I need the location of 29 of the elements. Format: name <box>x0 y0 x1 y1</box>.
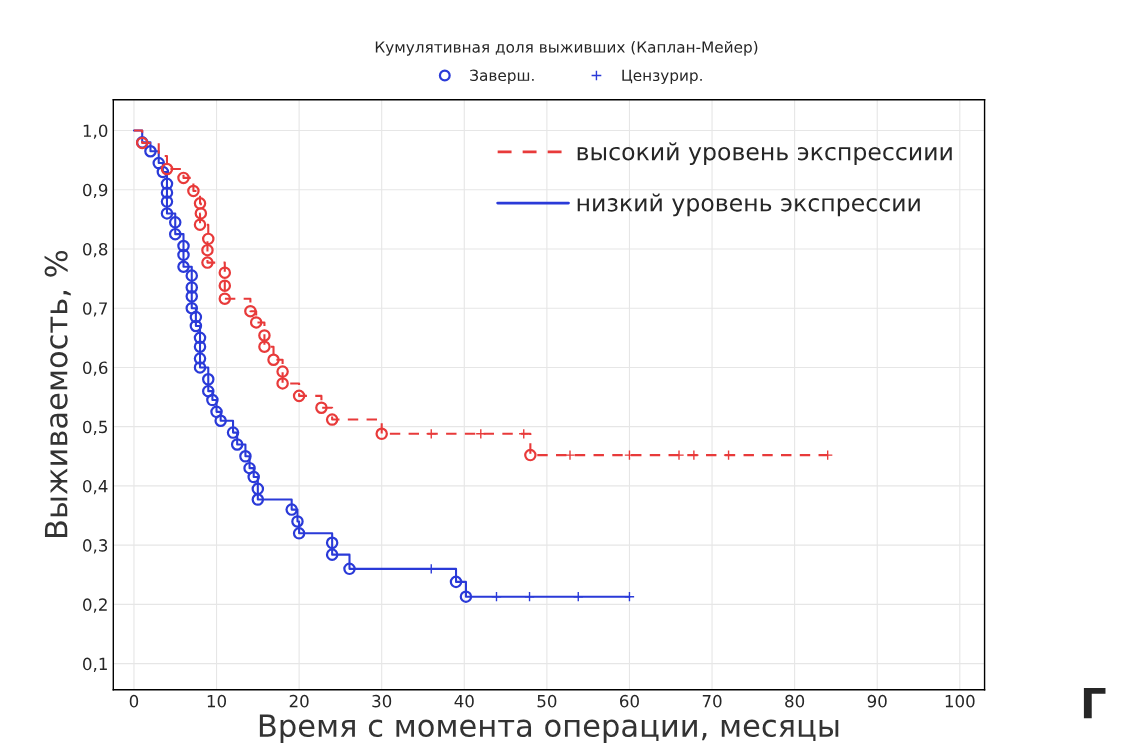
x-tick-label: 90 <box>867 694 887 708</box>
y-tick-label: 0,1 <box>83 657 107 672</box>
y-tick-label: 0,3 <box>83 539 108 554</box>
x-tick-label: 0 <box>129 694 139 708</box>
y-tick-label: 0,9 <box>83 183 108 198</box>
x-tick-label: 50 <box>537 694 557 708</box>
y-tick-label: 1,0 <box>83 124 108 139</box>
x-tick-label: 80 <box>785 694 805 708</box>
x-axis-title: Время с момента операции, месяцы <box>259 714 839 744</box>
x-tick-label: 40 <box>454 694 474 708</box>
x-tick-label: 60 <box>620 694 639 708</box>
text: Г <box>1083 687 1106 719</box>
legend-label: высокий уровень экспрессиии <box>577 142 952 166</box>
chart-title: Кумулятивная доля выживших (Каплан-Мейер) <box>375 40 758 56</box>
y-tick-label: 0,6 <box>83 361 108 376</box>
x-tick-label: 10 <box>207 694 227 708</box>
y-tick-label: 0,7 <box>83 302 108 317</box>
legend-label: Заверш. <box>470 69 534 85</box>
legend-label: низкий уровень экспрессии <box>577 193 920 217</box>
x-tick-label: 100 <box>945 694 975 708</box>
x-tick-label: 20 <box>289 694 309 708</box>
y-tick-label: 0,2 <box>83 598 107 613</box>
legend-label: Цензурир. <box>622 69 702 85</box>
x-tick-label: 70 <box>702 694 722 708</box>
y-tick-label: 0,4 <box>83 479 108 495</box>
y-axis-title: Выживаемость, % <box>44 250 71 538</box>
y-tick-label: 0,8 <box>83 242 108 258</box>
x-tick-label: 30 <box>372 694 392 708</box>
y-tick-label: 0,5 <box>83 420 107 435</box>
